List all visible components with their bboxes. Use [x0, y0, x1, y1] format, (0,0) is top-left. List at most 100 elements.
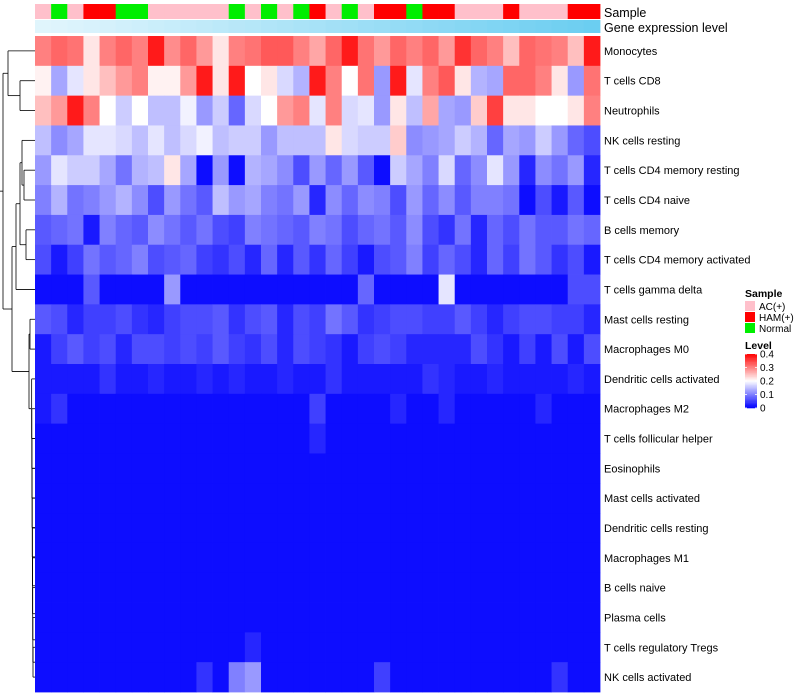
colorbar-segment — [745, 371, 757, 374]
heatmap-cell — [406, 244, 423, 275]
heatmap-cell — [83, 632, 100, 663]
heatmap-cell — [583, 602, 601, 633]
heatmap-cell — [261, 125, 278, 156]
heatmap-cell — [293, 304, 310, 335]
heatmap-cell — [196, 453, 213, 484]
heatmap-cell — [180, 453, 197, 484]
heatmap-cell — [406, 483, 423, 514]
heatmap-cell — [357, 572, 375, 603]
heatmap-cell — [212, 572, 230, 603]
heatmap-cell — [180, 542, 197, 574]
heatmap-cell — [374, 662, 391, 693]
heatmap-cell — [131, 423, 149, 454]
heatmap-cell — [325, 572, 343, 603]
heatmap-cell — [196, 393, 213, 425]
gene-expression-annotation-cell — [535, 20, 552, 33]
sample-annotation-cell — [422, 4, 439, 19]
heatmap-cell — [390, 304, 407, 335]
heatmap-cell — [470, 423, 488, 454]
heatmap-cell — [51, 155, 68, 186]
heatmap-cell — [551, 185, 569, 216]
heatmap-cell — [390, 542, 407, 574]
sample-annotation-cell — [325, 4, 343, 19]
heatmap-cell — [99, 244, 117, 275]
heatmap-cell — [438, 304, 456, 335]
heatmap-cell — [35, 304, 52, 335]
heatmap-cell — [325, 542, 343, 574]
sample-annotation-cell — [357, 4, 375, 19]
heatmap-cell — [67, 36, 84, 67]
heatmap-cell — [99, 662, 117, 693]
heatmap-cell — [244, 65, 262, 97]
heatmap-cell — [535, 513, 552, 544]
heatmap-cell — [99, 155, 117, 186]
heatmap-cell — [487, 423, 504, 454]
row-label: Dendritic cells resting — [604, 523, 709, 535]
legend-swatch — [745, 301, 755, 311]
heatmap-cell — [503, 214, 520, 246]
gene-expression-annotation-cell — [67, 20, 84, 33]
colorbar-segment — [745, 366, 757, 368]
heatmap-cell — [67, 393, 84, 425]
heatmap-cell — [422, 274, 439, 305]
heatmap-cell — [357, 125, 375, 156]
heatmap-cell — [83, 662, 100, 693]
heatmap-cell — [487, 334, 504, 365]
heatmap-cell — [567, 155, 585, 186]
heatmap-cell — [567, 662, 585, 693]
heatmap-cell — [454, 453, 472, 484]
heatmap-cell — [83, 602, 100, 633]
sample-annotation-cell — [99, 4, 117, 19]
sample-annotation-cell — [454, 4, 472, 19]
heatmap-cell — [357, 602, 375, 633]
heatmap-cell — [180, 483, 197, 514]
gene-expression-annotation-cell — [99, 20, 117, 33]
heatmap-cell — [244, 483, 262, 514]
heatmap-cell — [180, 513, 197, 544]
row-dendrogram — [0, 50, 35, 678]
heatmap-cell — [470, 304, 488, 335]
heatmap-cell — [83, 155, 100, 186]
heatmap-cell — [261, 393, 278, 425]
heatmap-cell — [422, 125, 439, 156]
heatmap-cell — [535, 364, 552, 395]
colorbar-segment — [745, 374, 757, 376]
heatmap-cell — [35, 65, 52, 97]
heatmap-cell — [357, 185, 375, 216]
heatmap-cell — [277, 453, 294, 484]
heatmap-cell — [470, 244, 488, 275]
heatmap-cell — [341, 453, 359, 484]
colorbar-segment — [745, 397, 757, 399]
heatmap-cell — [519, 214, 536, 246]
heatmap-cell — [551, 572, 569, 603]
heatmap-cell — [583, 453, 601, 484]
heatmap-cell — [148, 423, 165, 454]
heatmap-cell — [35, 602, 52, 633]
heatmap-cell — [293, 453, 310, 484]
heatmap-cell — [115, 185, 133, 216]
heatmap-cell — [551, 423, 569, 454]
heatmap-cell — [293, 632, 310, 663]
heatmap-cell — [406, 95, 423, 126]
heatmap-cell — [583, 274, 601, 305]
heatmap-cell — [83, 274, 100, 305]
heatmap-cell — [535, 244, 552, 275]
heatmap-cell — [341, 602, 359, 633]
heatmap-cell — [406, 214, 423, 246]
heatmap-cell — [131, 453, 149, 484]
heatmap-cell — [567, 95, 585, 126]
heatmap-cell — [51, 602, 68, 633]
heatmap-cell — [35, 513, 52, 544]
heatmap-cell — [164, 304, 181, 335]
heatmap-cell — [83, 453, 100, 484]
sample-annotation-cell — [535, 4, 552, 19]
colorbar-tick-label: 0.1 — [760, 390, 774, 401]
colorbar-segment — [745, 375, 757, 378]
heatmap-cell — [309, 185, 326, 216]
heatmap-cell — [212, 602, 230, 633]
heatmap-cell — [51, 423, 68, 454]
heatmap-cell — [277, 155, 294, 186]
heatmap-cell — [325, 36, 343, 67]
heatmap-cell — [196, 125, 213, 156]
heatmap-cell — [293, 602, 310, 633]
